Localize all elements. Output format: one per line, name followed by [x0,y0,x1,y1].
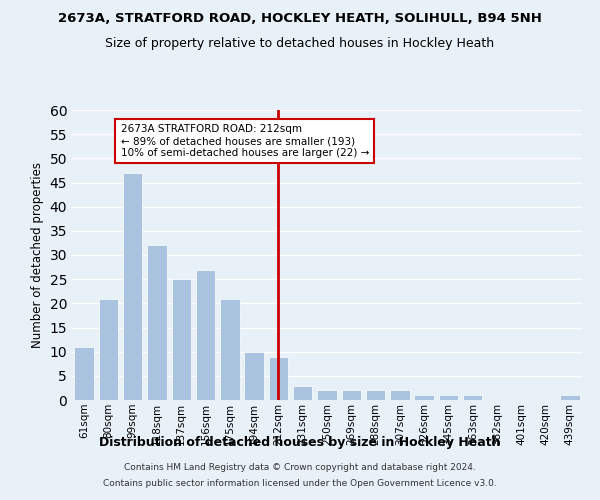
Text: 2673A, STRATFORD ROAD, HOCKLEY HEATH, SOLIHULL, B94 5NH: 2673A, STRATFORD ROAD, HOCKLEY HEATH, SO… [58,12,542,26]
Bar [123,173,142,400]
Bar [147,246,167,400]
Y-axis label: Number of detached properties: Number of detached properties [31,162,44,348]
Text: Contains public sector information licensed under the Open Government Licence v3: Contains public sector information licen… [103,478,497,488]
Bar [74,347,94,400]
Bar [99,298,118,400]
Bar [220,298,239,400]
Bar [463,395,482,400]
Text: Size of property relative to detached houses in Hockley Heath: Size of property relative to detached ho… [106,38,494,51]
Bar [415,395,434,400]
Bar [196,270,215,400]
Bar [269,356,288,400]
Bar [244,352,264,400]
Bar [172,279,191,400]
Text: 2673A STRATFORD ROAD: 212sqm
← 89% of detached houses are smaller (193)
10% of s: 2673A STRATFORD ROAD: 212sqm ← 89% of de… [121,124,369,158]
Text: Contains HM Land Registry data © Crown copyright and database right 2024.: Contains HM Land Registry data © Crown c… [124,464,476,472]
Bar [317,390,337,400]
Bar [366,390,385,400]
Bar [390,390,410,400]
Bar [560,395,580,400]
Bar [439,395,458,400]
Bar [293,386,313,400]
Bar [341,390,361,400]
Text: Distribution of detached houses by size in Hockley Heath: Distribution of detached houses by size … [99,436,501,449]
